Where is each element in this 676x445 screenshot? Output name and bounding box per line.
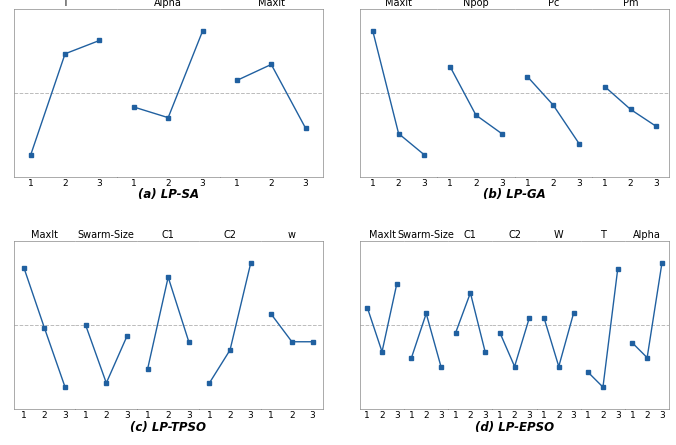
Title: Swarm-Size: Swarm-Size — [78, 231, 135, 240]
Text: (c) LP-TPSO: (c) LP-TPSO — [130, 421, 206, 433]
Text: (d) LP-EPSO: (d) LP-EPSO — [475, 421, 554, 433]
Title: Swarm-Size: Swarm-Size — [397, 231, 455, 240]
Title: C2: C2 — [224, 231, 237, 240]
Text: (b) LP-GA: (b) LP-GA — [483, 188, 546, 201]
Title: W: W — [554, 231, 564, 240]
Title: MaxIt: MaxIt — [385, 0, 412, 8]
Title: Npop: Npop — [463, 0, 489, 8]
Title: w: w — [288, 231, 296, 240]
Title: Pc: Pc — [548, 0, 559, 8]
Title: T: T — [600, 231, 606, 240]
Title: Alpha: Alpha — [633, 231, 661, 240]
Title: Pm: Pm — [623, 0, 638, 8]
Title: MaxIt: MaxIt — [31, 231, 58, 240]
Title: C1: C1 — [464, 231, 477, 240]
Title: T: T — [62, 0, 68, 8]
Title: C2: C2 — [508, 231, 521, 240]
Title: MaxIt: MaxIt — [368, 231, 395, 240]
Text: (a) LP-SA: (a) LP-SA — [138, 188, 199, 201]
Title: C1: C1 — [162, 231, 174, 240]
Title: Alpha: Alpha — [154, 0, 182, 8]
Title: MaxIt: MaxIt — [258, 0, 285, 8]
